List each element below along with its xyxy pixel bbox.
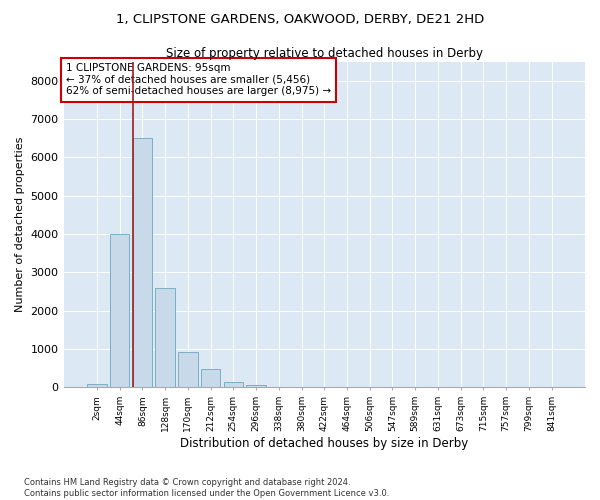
- Bar: [155, 288, 175, 388]
- Bar: [87, 384, 107, 388]
- Text: Contains HM Land Registry data © Crown copyright and database right 2024.
Contai: Contains HM Land Registry data © Crown c…: [24, 478, 389, 498]
- Bar: [110, 234, 130, 388]
- Bar: [224, 382, 243, 388]
- Text: 1 CLIPSTONE GARDENS: 95sqm
← 37% of detached houses are smaller (5,456)
62% of s: 1 CLIPSTONE GARDENS: 95sqm ← 37% of deta…: [66, 64, 331, 96]
- Bar: [201, 369, 220, 388]
- Y-axis label: Number of detached properties: Number of detached properties: [15, 137, 25, 312]
- Title: Size of property relative to detached houses in Derby: Size of property relative to detached ho…: [166, 48, 483, 60]
- Bar: [178, 352, 197, 388]
- Bar: [247, 385, 266, 388]
- Bar: [133, 138, 152, 388]
- Bar: [269, 386, 289, 388]
- Text: 1, CLIPSTONE GARDENS, OAKWOOD, DERBY, DE21 2HD: 1, CLIPSTONE GARDENS, OAKWOOD, DERBY, DE…: [116, 12, 484, 26]
- X-axis label: Distribution of detached houses by size in Derby: Distribution of detached houses by size …: [180, 437, 469, 450]
